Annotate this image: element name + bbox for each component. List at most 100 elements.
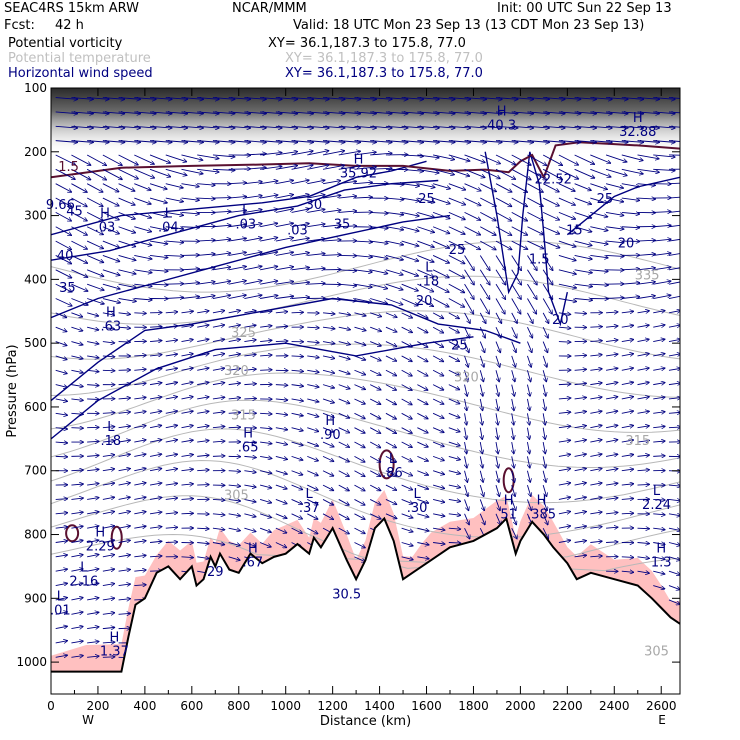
wind-vector — [134, 299, 152, 300]
wind-vector — [322, 369, 335, 373]
wind-vector — [118, 211, 136, 219]
theta-contour — [51, 428, 680, 504]
wind-vector — [275, 166, 298, 170]
wind-vector — [244, 98, 266, 100]
wind-vector — [653, 383, 665, 385]
wind-vector — [55, 598, 68, 600]
wind-vector — [228, 210, 247, 212]
wind-vector — [149, 355, 162, 356]
wind-vector — [464, 283, 475, 299]
wind-vector — [259, 527, 271, 532]
wind-vector — [71, 540, 83, 542]
wind-vector — [291, 126, 314, 128]
wind-vector — [558, 197, 575, 205]
wind-vector — [118, 255, 136, 260]
wind-vector — [228, 485, 241, 486]
wind-vector — [260, 484, 272, 488]
pv-contour — [110, 525, 123, 550]
wind-vector — [71, 168, 90, 179]
wind-vector — [338, 298, 357, 301]
wind-vector — [385, 470, 397, 476]
wind-vector — [354, 167, 376, 170]
wind-vector — [291, 282, 310, 284]
wind-vector — [558, 469, 571, 471]
wind-vector — [621, 469, 634, 471]
wind-vector — [134, 112, 156, 114]
wind-vector — [370, 168, 392, 169]
wind-vector — [181, 484, 193, 485]
wind-vector — [181, 354, 193, 356]
wind-vector — [55, 298, 72, 306]
wind-vector — [637, 557, 650, 559]
wind-vector — [527, 327, 532, 338]
wind-vector — [354, 312, 366, 316]
x-tick-label: 1200 — [317, 699, 348, 713]
wind-vector — [417, 98, 439, 100]
wind-vector — [165, 126, 188, 128]
wind-vector — [527, 312, 533, 324]
wind-vector — [479, 255, 490, 270]
wind-vector — [87, 342, 99, 344]
wind-vector — [464, 183, 482, 191]
extremum-marker: H — [325, 414, 335, 429]
wind-vector — [118, 454, 131, 456]
wind-vector — [621, 197, 640, 200]
wind-vector — [480, 398, 482, 411]
wind-vector — [511, 298, 521, 315]
wind-vector — [433, 543, 445, 545]
wind-vector — [479, 341, 484, 353]
extremum-value: .30 — [407, 501, 428, 516]
wind-vector — [558, 483, 571, 485]
wind-vector — [354, 152, 376, 156]
wind-vector — [401, 98, 424, 100]
wind-vector — [212, 98, 235, 100]
wind-vector — [495, 298, 505, 315]
wind-vector — [385, 298, 403, 305]
wind-vector — [385, 455, 397, 462]
wind-vector — [197, 368, 209, 370]
wind-vector — [479, 484, 483, 496]
wind-vector — [102, 526, 115, 528]
wind-vector — [417, 126, 439, 128]
extremum-marker: H — [248, 541, 258, 556]
field-wind-name: Horizontal wind speed — [8, 66, 153, 81]
wind-vector — [118, 154, 139, 165]
wind-vector — [87, 483, 99, 485]
wind-vector — [606, 141, 628, 143]
wind-vector — [55, 312, 67, 318]
wind-vector — [134, 313, 146, 314]
wind-label: 25 — [418, 192, 435, 207]
wind-vector — [181, 411, 193, 413]
wind-vector — [432, 398, 444, 404]
wind-vector — [495, 255, 506, 270]
west-label: W — [82, 713, 94, 727]
wind-vector — [102, 569, 115, 571]
wind-vector — [291, 98, 314, 100]
theta-contour — [51, 343, 680, 398]
wind-vector — [432, 283, 449, 292]
wind-vector — [181, 425, 193, 427]
wind-vector — [543, 112, 565, 114]
wind-vector — [291, 223, 310, 228]
x-tick-label: 1600 — [411, 699, 442, 713]
wind-vector — [511, 154, 531, 165]
wind-vector — [354, 470, 365, 477]
wind-vector — [102, 211, 119, 220]
extremum-marker: H — [109, 631, 119, 646]
wind-vector — [71, 470, 83, 471]
wind-vector — [495, 211, 512, 221]
wind-vector — [275, 195, 294, 199]
wind-vector — [605, 425, 618, 427]
wind-vector — [370, 369, 381, 375]
wind-vector — [432, 484, 445, 488]
wind-vector — [401, 169, 424, 171]
wind-vector — [621, 354, 634, 356]
wind-vector — [621, 227, 640, 228]
wind-vector — [212, 325, 225, 327]
extremum-value: 2.16 — [69, 575, 98, 590]
wind-vector — [543, 141, 565, 143]
wind-vector — [385, 269, 403, 275]
wind-vector — [653, 543, 665, 545]
wind-vector — [480, 211, 496, 220]
wind-vector — [369, 499, 381, 504]
